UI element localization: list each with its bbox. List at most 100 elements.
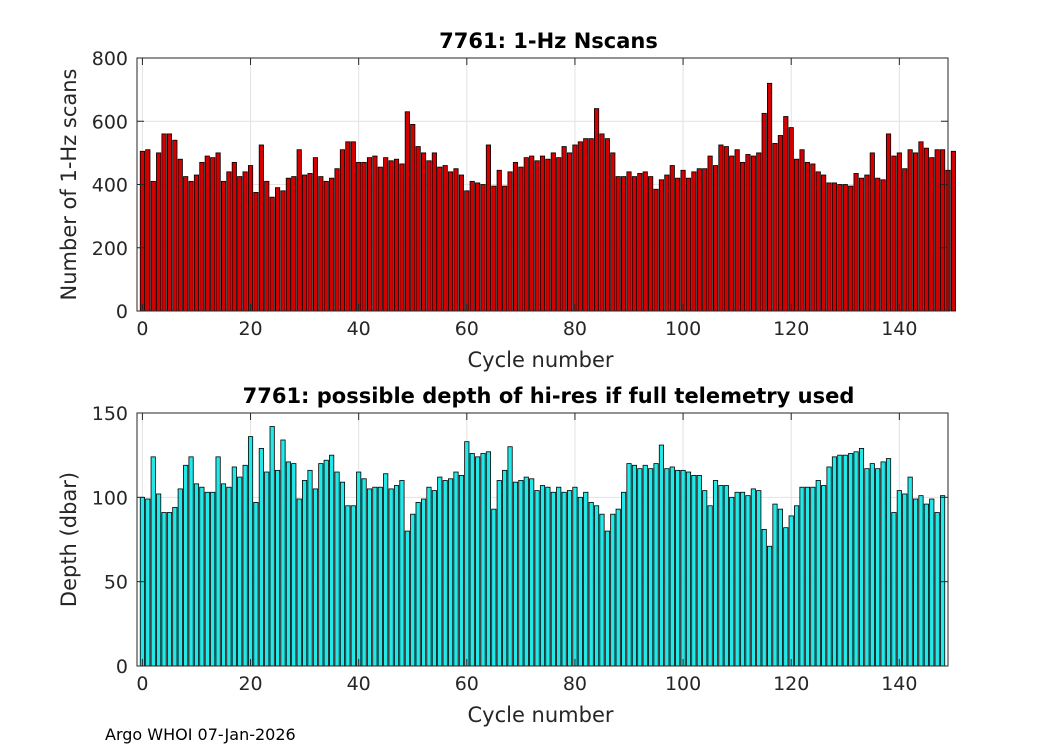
bar [356,161,362,312]
bar [729,496,735,667]
bar [761,112,767,312]
bar [712,165,719,312]
bar [426,160,432,312]
x-tick-label: 20 [238,318,262,340]
bar [729,155,735,312]
bar [172,507,178,667]
bar [583,491,589,667]
bar [496,480,502,667]
bar [231,466,237,667]
bar [794,158,800,312]
bar [258,144,264,312]
bar [626,463,632,667]
bar [404,111,410,312]
bar [864,174,870,312]
bar [220,180,227,312]
bar [577,141,583,312]
x-tick-label: 0 [136,318,148,340]
bar [842,184,848,312]
bar [258,448,264,667]
bar [329,177,335,312]
x-tick-label: 40 [347,673,371,695]
bar [539,485,546,667]
bar [934,149,940,312]
bar [431,490,437,667]
x-tick-label: 20 [238,673,262,695]
bar [247,165,254,312]
bar [307,469,313,667]
bar [550,152,556,312]
bar [610,513,616,667]
bar [318,463,324,667]
bar [156,152,162,312]
y-tick-label: 50 [104,572,128,594]
y-tick-label: 200 [92,238,128,260]
bar [653,463,659,667]
bar [734,149,740,312]
bar [826,182,832,312]
bar [648,468,654,667]
bar [929,157,935,312]
y-tick-label: 0 [116,656,128,678]
bar [199,161,205,312]
bar [664,468,670,667]
bar [183,176,189,312]
bar [469,453,475,667]
bar [247,436,254,667]
bar [885,133,892,312]
bar [604,138,610,312]
bar [696,168,702,312]
bar [166,133,173,312]
bar [577,496,583,667]
x-tick-label: 60 [455,318,479,340]
bar [891,155,897,312]
bar [231,161,237,312]
bar [383,473,389,667]
bar [631,464,637,667]
bar [826,466,832,667]
y-tick-label: 100 [92,487,128,509]
bar [150,456,156,667]
bar [880,179,886,312]
bar [707,505,713,667]
bar [464,190,470,312]
bar [485,451,491,667]
bar [869,152,875,312]
bar [485,144,491,312]
bar [361,478,367,667]
bar [280,190,286,312]
bar [312,157,318,312]
bar [821,485,827,667]
bar [950,150,956,312]
bar [215,152,221,312]
bar [264,180,270,312]
x-tick-label: 100 [665,318,701,340]
bar [615,176,621,312]
bar [794,505,800,667]
bar [648,176,654,312]
bar [512,481,519,667]
bar [723,485,729,667]
bar [448,478,454,667]
bar [253,501,259,667]
bar [339,481,346,667]
bar [464,441,470,667]
bar [842,454,848,667]
bar [604,530,610,667]
y-tick-label: 800 [92,48,128,70]
bar [664,174,670,312]
bar [420,498,427,667]
bar [496,169,502,312]
bar [696,475,702,667]
bar [226,486,232,667]
bar [923,503,929,667]
bar [767,545,773,667]
bar [339,149,346,312]
bar [621,176,627,312]
bar [345,141,351,312]
y-axis-label: Depth (dbar) [57,472,81,607]
bar [366,488,373,667]
bar [566,490,573,667]
bar [756,152,762,312]
bar [777,508,783,667]
